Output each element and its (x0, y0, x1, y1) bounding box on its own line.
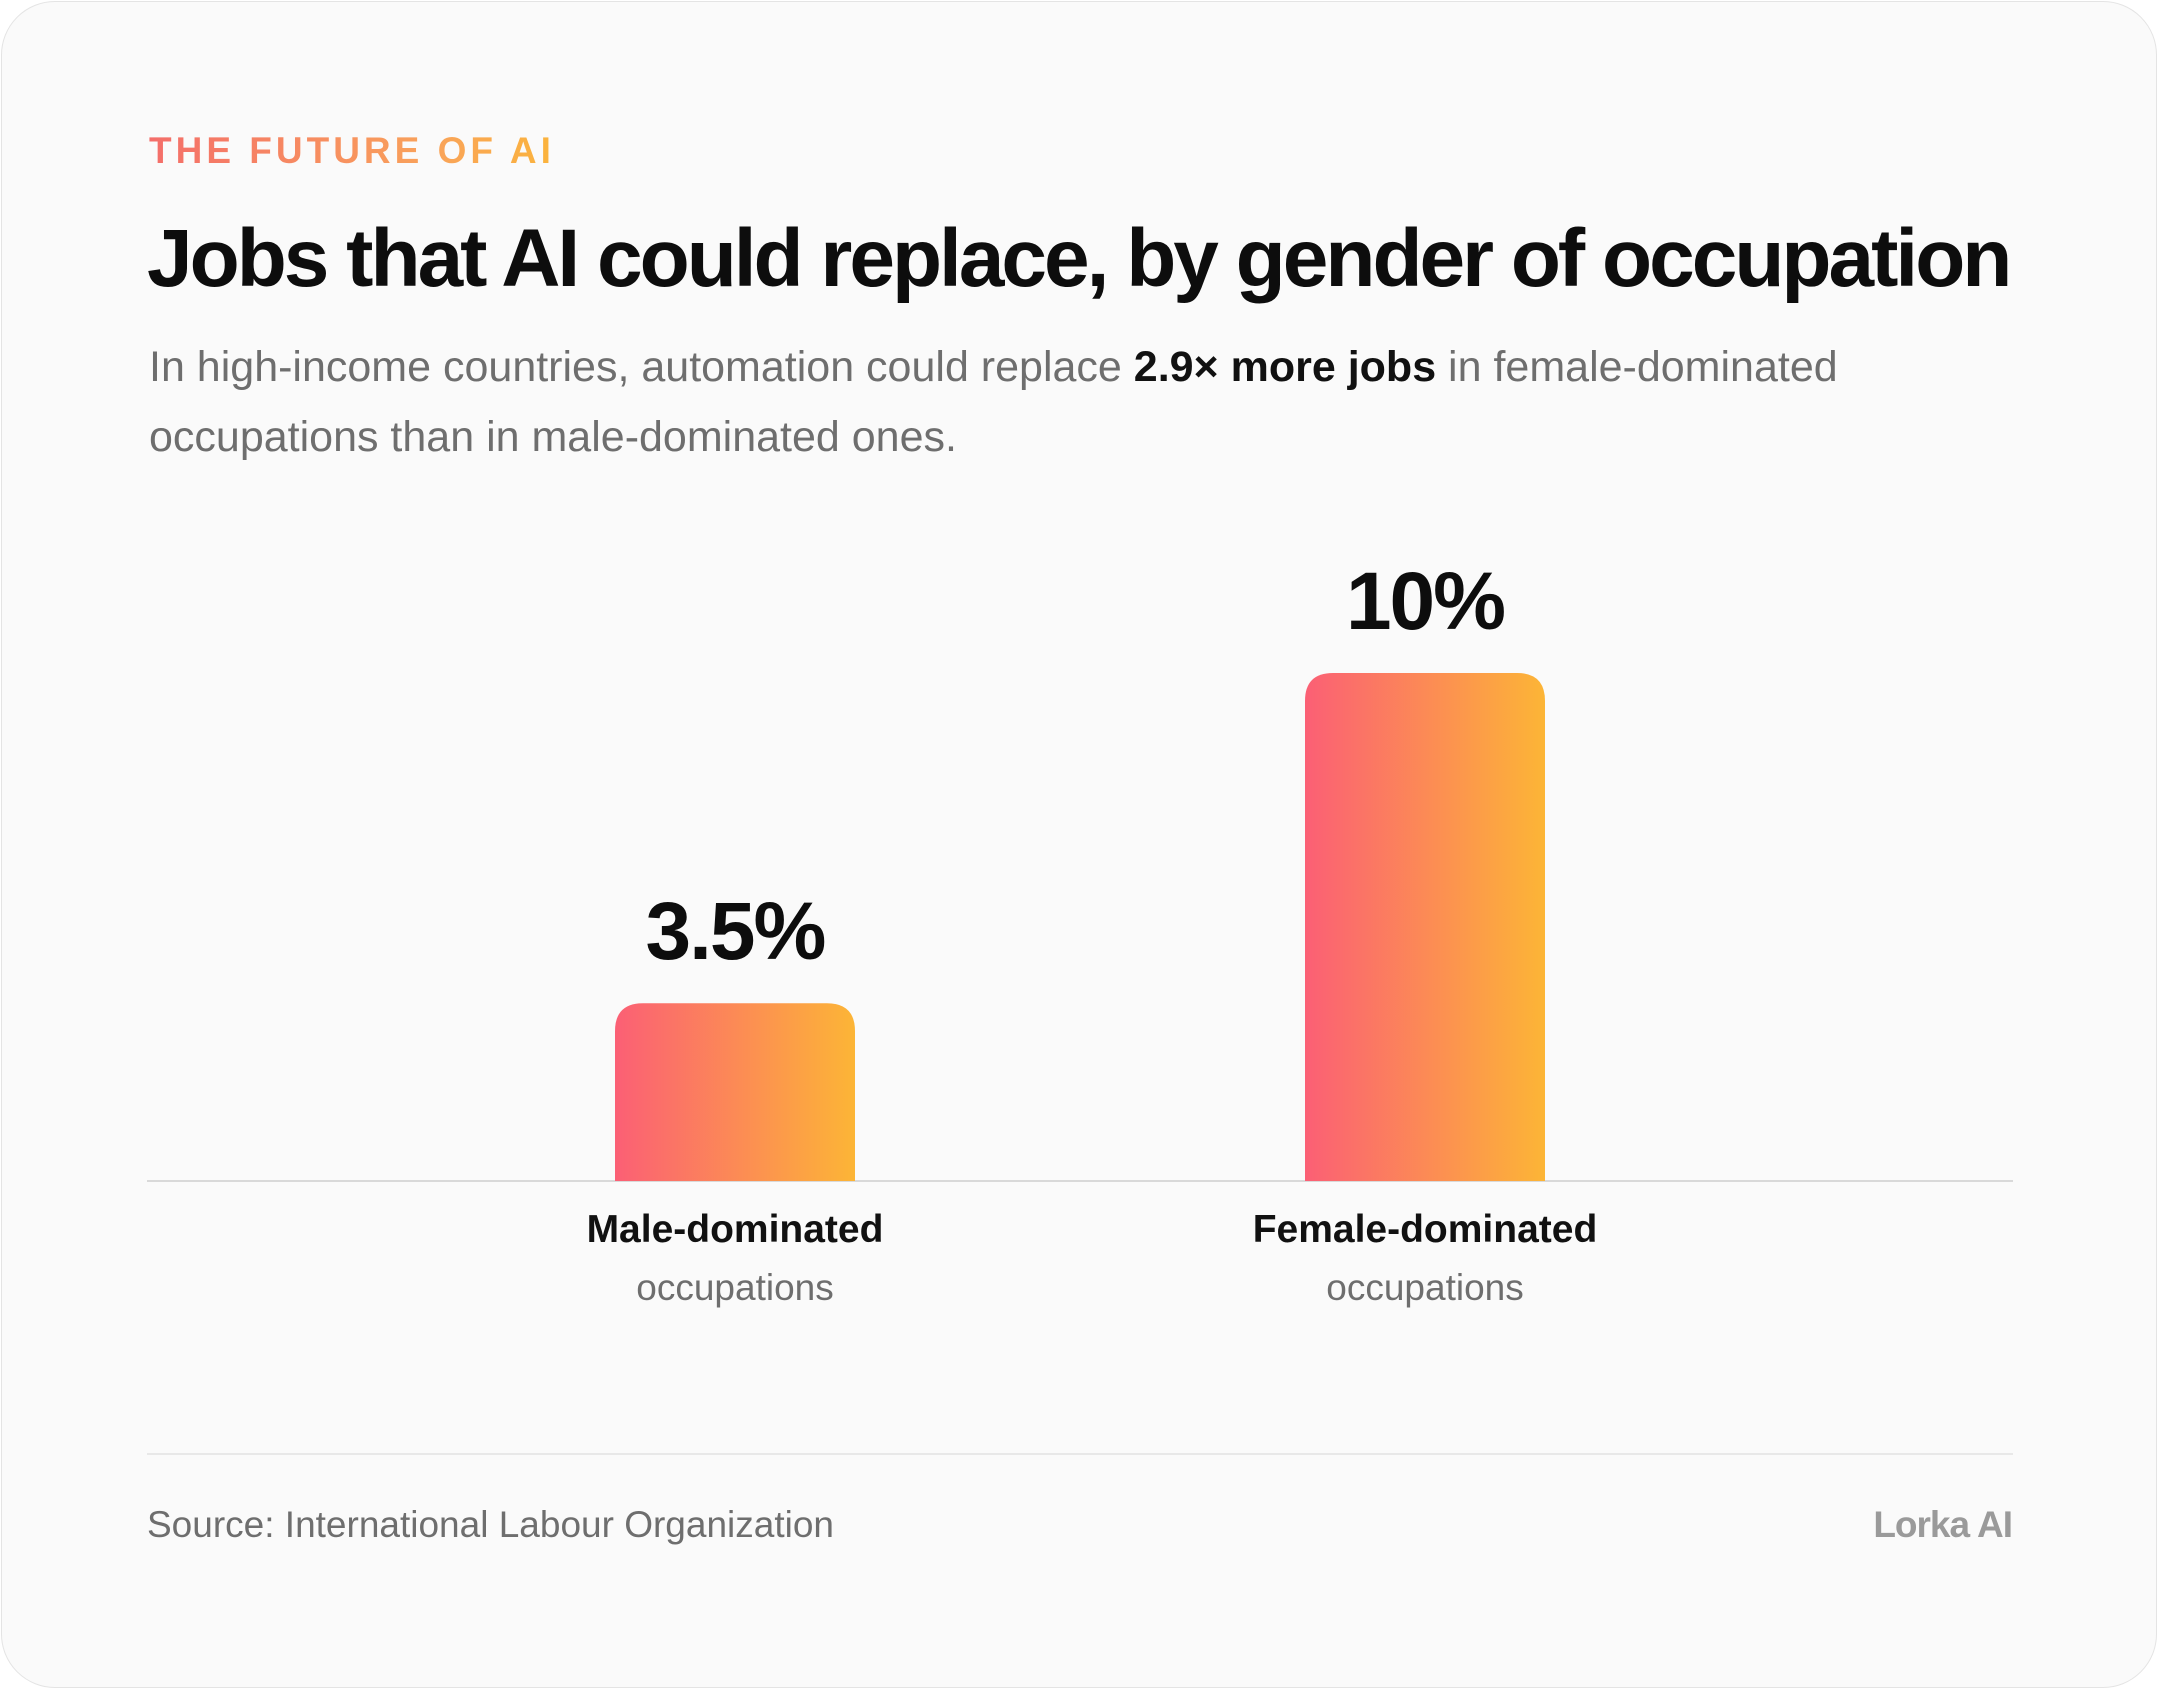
bar-value-label-1: 10% (1346, 556, 1504, 647)
bar-value-label-0: 3.5% (646, 886, 825, 977)
brand-logo: Lorka AI (1873, 1504, 2013, 1545)
bar-1 (1305, 673, 1545, 1181)
chart-subtitle: In high-income countries, automation cou… (149, 332, 1869, 472)
category-label-0: Male-dominated occupations (485, 1201, 985, 1317)
bar-0 (615, 1003, 855, 1181)
category-label-1: Female-dominated occupations (1175, 1201, 1675, 1317)
subtitle-text-before: In high-income countries, automation cou… (149, 343, 1134, 391)
category-label-sub-0: occupations (636, 1267, 834, 1308)
subtitle-highlight: 2.9× more jobs (1133, 343, 1437, 391)
subtitle-text-after: in female-dominated occupations than in … (149, 343, 1838, 461)
chart-title: Jobs that AI could replace, by gender of… (147, 213, 2012, 304)
eyebrow-label: THE FUTURE OF AI (149, 130, 555, 171)
footer-divider (147, 1453, 2013, 1455)
category-label-main-1: Female-dominated (1252, 1208, 1598, 1251)
source-note: Source: International Labour Organizatio… (147, 1504, 834, 1545)
category-label-main-0: Male-dominated (586, 1208, 884, 1251)
category-label-sub-1: occupations (1326, 1267, 1524, 1308)
